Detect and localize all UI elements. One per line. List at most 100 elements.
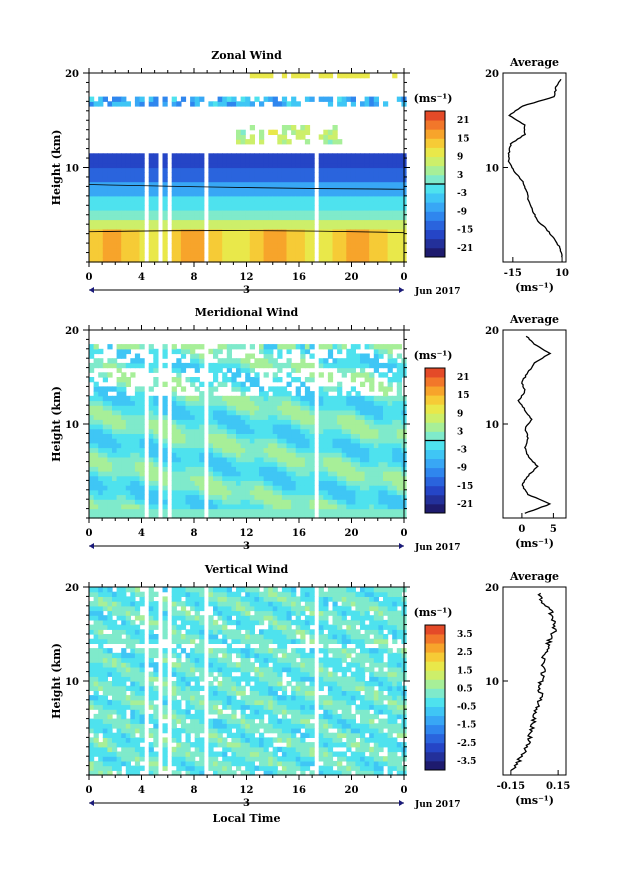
field-cell [180,728,187,734]
field-cell [190,503,196,510]
field-cell [231,162,237,169]
field-cell [378,210,384,216]
field-cell [89,186,95,192]
field-cell [341,489,347,496]
field-cell [176,676,182,682]
field-cell [291,228,297,235]
field-cell [337,252,343,258]
field-cell [185,162,191,169]
field-cell [249,503,255,510]
field-cell [121,629,127,635]
field-cell [259,129,265,135]
field-cell [93,770,99,776]
field-cell [125,699,131,706]
field-cell [98,489,104,496]
field-cell [98,634,104,640]
field-cell [245,101,251,107]
field-cell [213,252,219,258]
field-cell [346,485,352,491]
field-cell [153,475,159,481]
field-cell [291,158,297,164]
field-cell [199,205,205,211]
field-cell [281,73,288,79]
field-cell [190,205,196,211]
field-cell [309,489,315,496]
field-cell [281,419,288,425]
field-cell [213,372,219,378]
field-cell [217,195,223,202]
field-cell [208,494,214,500]
field-cell [162,162,168,169]
field-cell [190,587,196,593]
field-cell [259,153,265,159]
field-cell [226,362,232,369]
field-cell [396,471,402,477]
field-cell [107,508,113,514]
field-cell [300,513,306,519]
field-cell [162,224,168,230]
field-cell [190,186,196,192]
field-cell [107,176,113,183]
field-cell [304,172,311,178]
field-cell [107,456,113,463]
field-cell [121,676,127,682]
field-cell [208,503,214,510]
field-cell [153,461,159,467]
field-cell [396,210,402,216]
field-cell [226,447,232,453]
field-cell [217,362,223,369]
field-cell [139,728,145,734]
field-cell [259,461,265,467]
field-cell [176,713,182,720]
field-cell [226,395,232,402]
field-cell [171,723,177,729]
field-cell [249,471,255,477]
field-cell [360,200,366,206]
field-cell [259,186,265,192]
field-cell [185,243,191,249]
field-cell [222,456,228,463]
field-cell [327,158,334,164]
field-cell [180,362,187,369]
field-cell [350,461,356,467]
field-cell [102,489,108,496]
field-cell [190,210,196,216]
field-cell [134,409,141,416]
field-cell [240,176,246,183]
field-cell [180,181,187,187]
field-cell [378,172,384,178]
field-cell [350,372,356,378]
field-cell [332,485,338,491]
field-cell [180,252,187,258]
field-cell [360,381,366,387]
field-cell [272,153,278,159]
field-cell [231,101,237,107]
field-cell [199,737,205,743]
field-cell [190,400,196,406]
field-cell [281,409,288,416]
field-cell [360,494,366,500]
field-cell [176,210,182,216]
field-cell [295,362,301,369]
field-cell [236,765,242,771]
field-cell [392,377,398,383]
field-cell [107,685,113,691]
field-cell [208,699,214,706]
field-cell [350,508,356,514]
field-cell [171,162,177,169]
field-cell [139,634,145,640]
field-cell [213,367,219,373]
field-cell [130,409,136,416]
field-cell [355,405,361,411]
field-cell [190,760,196,767]
field-cell [295,205,301,211]
field-cell [286,508,292,514]
field-cell [102,172,108,178]
field-cell [222,200,228,206]
field-cell [387,475,393,481]
field-cell [134,657,141,663]
field-cell [213,610,219,616]
field-cell [130,652,136,659]
field-cell [162,596,168,602]
field-cell [98,638,104,644]
